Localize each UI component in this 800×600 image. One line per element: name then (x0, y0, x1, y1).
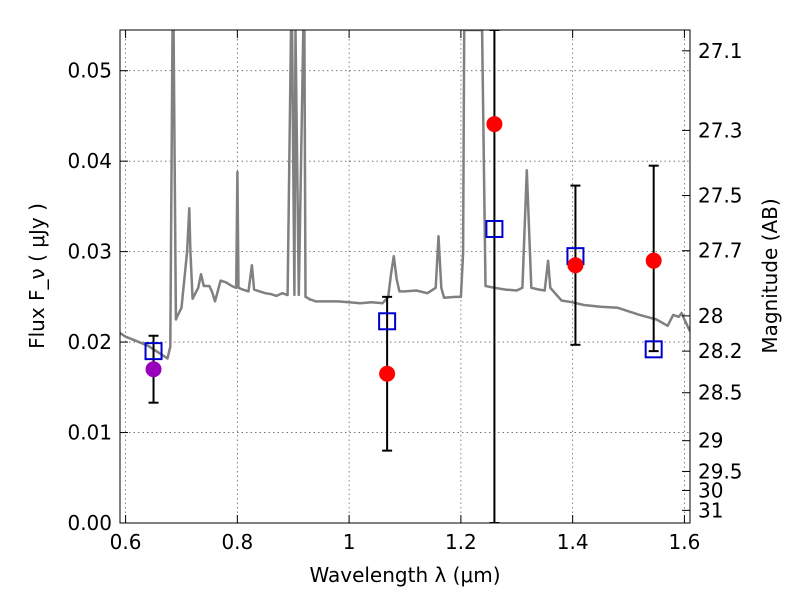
observed-point (567, 257, 584, 274)
x-tick-label: 0.8 (221, 530, 253, 554)
right-tick-label: 28.5 (698, 381, 743, 405)
x-tick-label: 0.6 (110, 530, 142, 554)
plot-area (120, 30, 690, 523)
grid (120, 30, 690, 524)
right-tick-label: 29.5 (698, 459, 743, 483)
right-tick-label: 27.1 (698, 39, 743, 63)
x-tick-label: 1 (343, 530, 356, 554)
plot-frame (119, 29, 691, 524)
right-tick-label: 27.3 (698, 118, 743, 142)
model-photometry-point (378, 312, 397, 331)
model-photometry-point (144, 342, 163, 361)
right-tick-label: 27.7 (698, 239, 743, 263)
plot-inner (120, 30, 690, 523)
right-tick-label: 28 (698, 304, 723, 328)
x-tick-label: 1.4 (557, 530, 589, 554)
y-tick-label: 0.00 (67, 511, 112, 535)
x-tick-label: 1.2 (445, 530, 477, 554)
y-tick-label: 0.03 (67, 240, 112, 264)
y-axis: 0.00 0.01 0.02 0.03 0.04 0.05 (67, 59, 128, 535)
right-axis-title: Magnitude (AB) (758, 198, 782, 353)
observed-errorbar (489, 30, 500, 523)
observed-alt-point (145, 361, 162, 378)
x-tick-label: 1.6 (669, 530, 701, 554)
model-photometry-point (644, 340, 663, 359)
right-tick-label: 29 (698, 429, 723, 453)
y-tick-label: 0.05 (67, 59, 112, 83)
y-tick-label: 0.01 (67, 421, 112, 445)
y-tick-label: 0.04 (67, 149, 112, 173)
observed-point (379, 365, 396, 382)
y-tick-label: 0.02 (67, 330, 112, 354)
model-photometry-point (485, 220, 504, 239)
observed-point (645, 252, 662, 269)
observed-point (486, 116, 503, 133)
right-tick-label: 30 (698, 478, 723, 502)
x-axis: 0.6 0.8 1 1.2 1.4 1.6 (110, 30, 701, 554)
y-axis-title: Flux F_ν ( μJy ) (25, 203, 49, 349)
model-spectrum-line (120, 30, 690, 360)
x-axis-title: Wavelength λ (μm) (309, 563, 500, 587)
right-tick-label: 31 (698, 498, 723, 522)
right-tick-label: 28.2 (698, 339, 743, 363)
right-tick-label: 27.5 (698, 184, 743, 208)
